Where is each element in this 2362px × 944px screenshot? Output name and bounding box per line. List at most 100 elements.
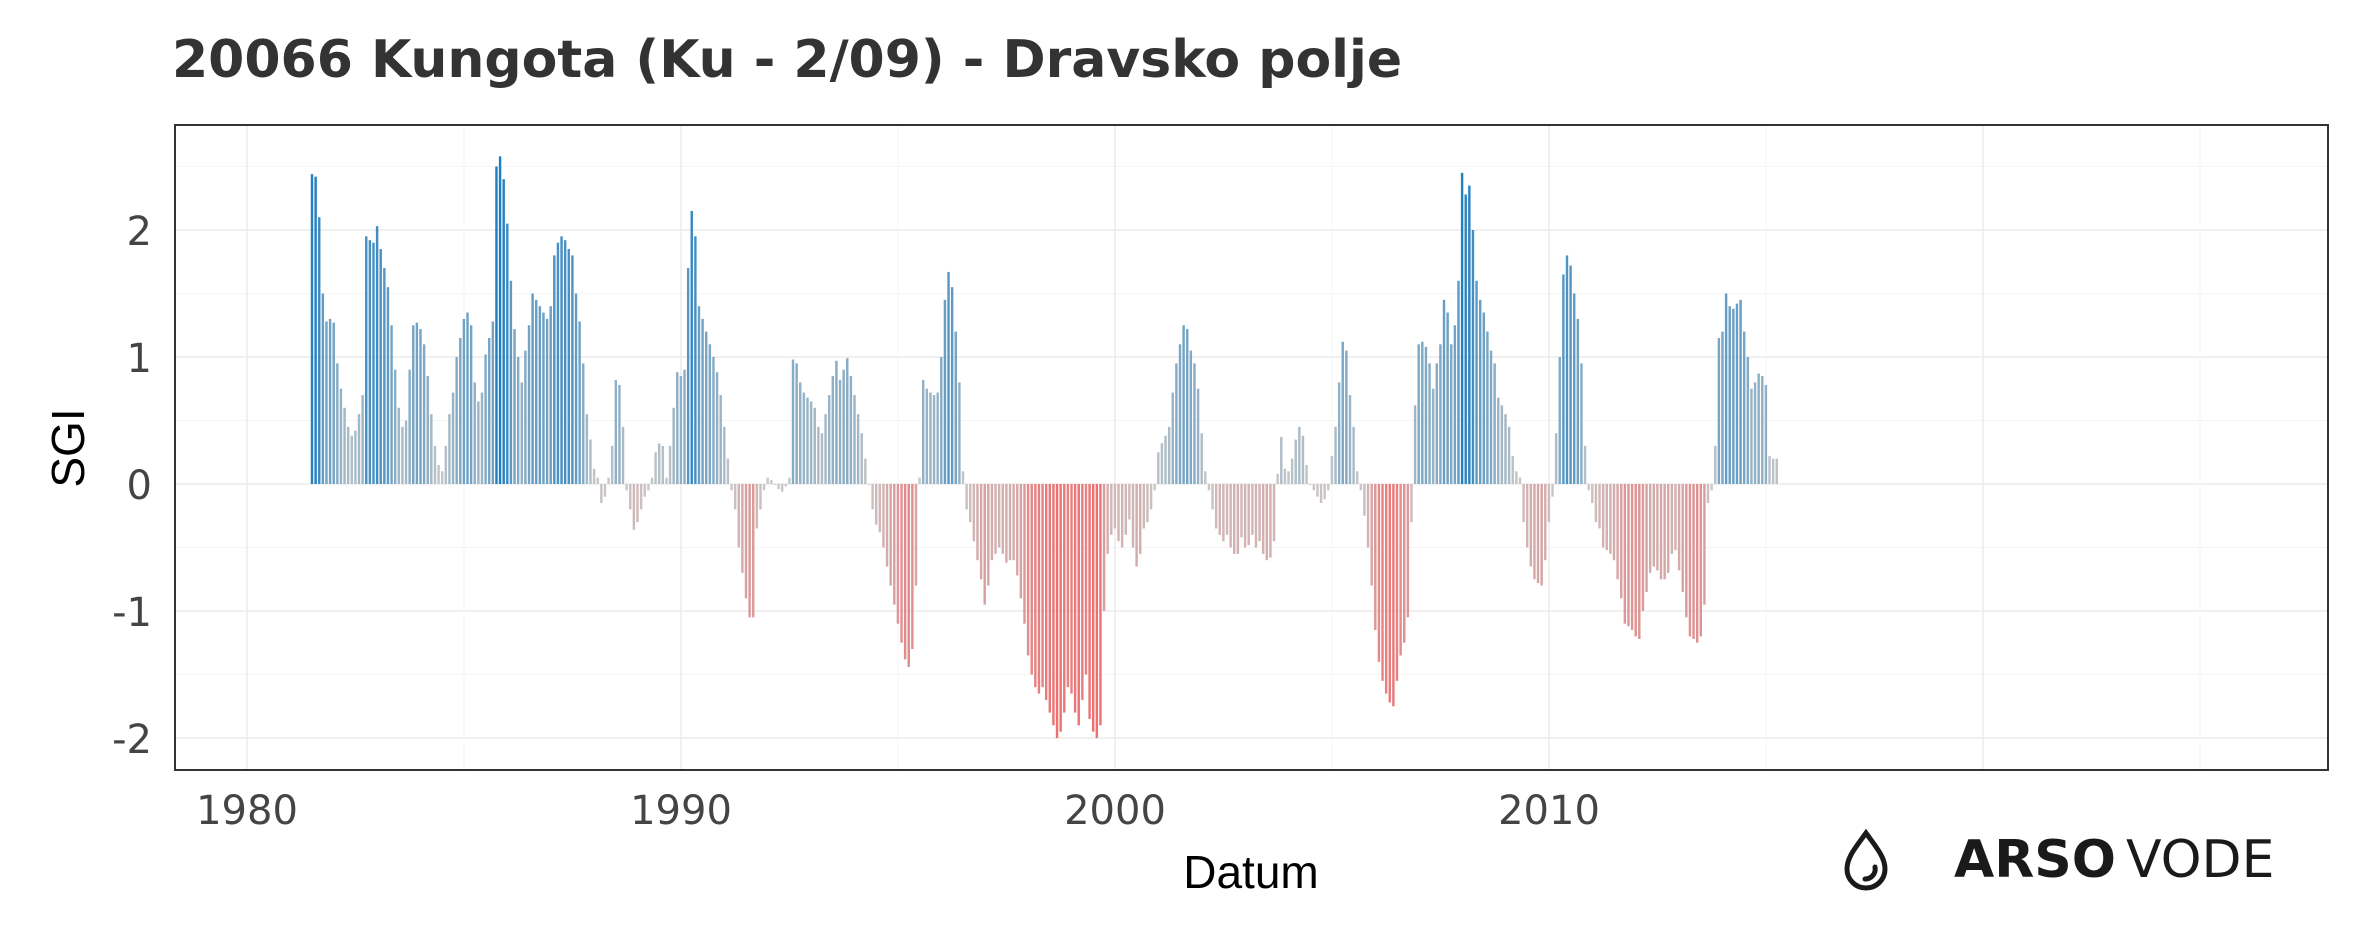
sgi-bar — [1247, 484, 1250, 545]
sgi-bar — [574, 293, 578, 484]
sgi-bar — [1341, 341, 1344, 484]
sgi-bar — [1377, 484, 1381, 662]
sgi-bar — [448, 414, 451, 484]
logo-brand-bold: ARSO — [1954, 830, 2116, 890]
sgi-bar — [1149, 484, 1153, 510]
sgi-bar — [827, 395, 831, 484]
sgi-bar — [451, 392, 455, 484]
sgi-bar — [484, 354, 487, 484]
sgi-bar — [1211, 484, 1214, 510]
sgi-bar — [498, 156, 502, 484]
sgi-bar — [426, 376, 429, 484]
y-tick-label: 0 — [127, 463, 152, 509]
sgi-bar — [802, 392, 806, 484]
sgi-bar — [730, 484, 733, 491]
sgi-bar — [864, 458, 867, 484]
sgi-bar — [708, 344, 712, 484]
sgi-bar — [1439, 344, 1442, 484]
sgi-bar — [1334, 426, 1337, 484]
sgi-bar — [1026, 484, 1030, 656]
sgi-bar — [806, 397, 809, 484]
sgi-bar — [1120, 484, 1124, 548]
sgi-bar — [936, 392, 939, 484]
sgi-bar — [1656, 484, 1659, 571]
sgi-bar — [1236, 484, 1240, 554]
sgi-bar — [1753, 382, 1757, 484]
sgi-bar — [1627, 484, 1630, 627]
sgi-bar — [657, 443, 661, 484]
sgi-bar — [1775, 458, 1778, 484]
sgi-bar — [639, 484, 643, 510]
sgi-bar — [1724, 293, 1728, 484]
sgi-bar — [469, 325, 473, 484]
sgi-bar — [1739, 299, 1742, 484]
sgi-bar — [1233, 484, 1236, 554]
sgi-bar — [610, 445, 614, 484]
sgi-bar — [1276, 473, 1279, 484]
sgi-bar — [871, 484, 874, 510]
sgi-bar — [1131, 484, 1135, 548]
sgi-bar — [842, 369, 845, 484]
sgi-bar — [1735, 303, 1739, 484]
sgi-bar — [1352, 426, 1355, 484]
sgi-bar — [1395, 484, 1399, 681]
sgi-bar — [1489, 350, 1493, 484]
sgi-bar — [379, 249, 382, 484]
sgi-bar — [846, 358, 849, 484]
sgi-bar — [1638, 484, 1641, 639]
sgi-bar — [665, 477, 668, 484]
sgi-bar — [459, 337, 462, 484]
sgi-bar — [553, 255, 556, 484]
sgi-bar — [1695, 484, 1699, 643]
sgi-bar — [513, 329, 516, 484]
sgi-bar — [567, 249, 570, 484]
sgi-bar — [1117, 484, 1120, 542]
sgi-bar — [383, 268, 386, 484]
sgi-bar — [1692, 484, 1695, 639]
sgi-bar — [1493, 363, 1496, 484]
sgi-bar — [1196, 388, 1200, 484]
sgi-bar — [1214, 484, 1218, 529]
sgi-bar — [1091, 484, 1095, 732]
sgi-bar — [408, 369, 411, 484]
sgi-bar — [1030, 484, 1033, 675]
sgi-bar — [365, 236, 368, 484]
sgi-bar — [1218, 484, 1221, 535]
sgi-bar — [1576, 318, 1580, 484]
sgi-bar — [1634, 484, 1637, 637]
sgi-bar — [1663, 484, 1666, 580]
sgi-bar — [1066, 484, 1070, 688]
sgi-bar — [1764, 384, 1768, 484]
sgi-bar — [375, 226, 379, 484]
y-tick-labels: 2 1 0 -1 -2 — [112, 209, 152, 763]
sgi-bar — [1124, 484, 1127, 535]
sgi-bar — [1243, 484, 1247, 548]
sgi-bar — [650, 477, 654, 484]
sgi-bar — [950, 287, 954, 484]
sgi-bar — [1146, 484, 1149, 523]
sgi-bar — [748, 484, 751, 618]
sgi-bar — [1189, 350, 1193, 484]
sgi-bar — [1327, 484, 1330, 491]
sgi-bar — [744, 484, 748, 599]
sgi-bar — [1667, 484, 1670, 573]
sgi-bar — [701, 318, 704, 484]
sgi-bar — [882, 484, 885, 548]
sgi-bar — [1160, 443, 1164, 484]
sgi-bar — [1573, 293, 1576, 484]
sgi-bar — [607, 477, 610, 484]
sgi-bar — [524, 350, 527, 484]
sgi-bar — [683, 369, 686, 484]
sgi-bar — [1500, 405, 1504, 484]
sgi-bar — [661, 445, 665, 484]
sgi-bar — [1077, 484, 1080, 726]
sgi-bar — [1048, 484, 1052, 713]
sgi-bar — [1287, 471, 1290, 484]
sgi-bar — [1222, 484, 1225, 542]
sgi-bar — [636, 484, 639, 523]
sgi-bar — [1113, 484, 1117, 529]
sgi-bar — [1771, 458, 1775, 484]
sgi-bar — [1139, 484, 1142, 554]
sgi-bar — [346, 426, 350, 484]
sgi-bar — [332, 322, 335, 484]
